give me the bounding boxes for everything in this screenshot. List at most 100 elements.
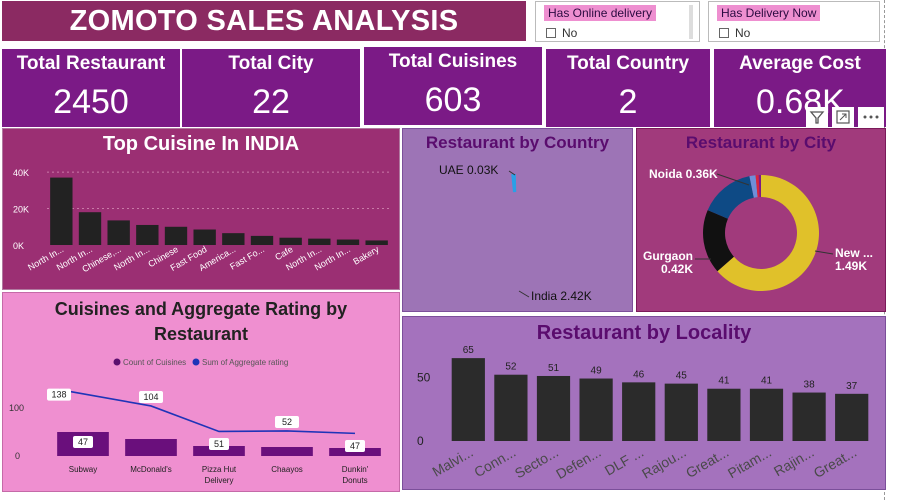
data-label: 45 [676, 371, 688, 382]
dashboard-title: ZOMOTO SALES ANALYSIS [2, 1, 526, 41]
kpi-value: 603 [424, 81, 482, 119]
slice-label: UAE 0.03K [439, 163, 498, 177]
slice-label: Gurgaon [643, 249, 693, 263]
data-label-bg [47, 388, 71, 401]
data-label: 41 [718, 376, 730, 387]
kpi-value: 0.68K [756, 83, 845, 121]
rating-combo-chart: Count of Cuisines Sum of Aggregate rating… [9, 358, 381, 485]
bar [792, 392, 826, 441]
slicer-option-label: No [735, 26, 751, 40]
donut-slice [758, 175, 761, 198]
x-tick-label: Pizza Hut [202, 465, 237, 474]
kpi-label: Total City [228, 53, 314, 74]
kpi-total-city: Total City 22 [182, 49, 360, 127]
country-panel: Restaurant by Country UAE 0.03K India 2.4… [402, 128, 633, 312]
bar [365, 240, 388, 245]
bar [494, 374, 528, 441]
slice-label: New ... [835, 246, 873, 260]
scrollbar[interactable] [689, 5, 693, 39]
data-label: 49 [591, 366, 603, 377]
bar [261, 447, 313, 456]
kpi-label: Total Country [566, 53, 690, 74]
bar [279, 237, 302, 245]
filter-icon[interactable] [806, 107, 828, 127]
bar [107, 220, 130, 245]
slice-label: Noida 0.36K [649, 167, 718, 181]
donut-slice [511, 174, 517, 193]
bar [193, 446, 245, 456]
slice-label: India 2.42K [531, 289, 592, 303]
data-label: 47 [350, 441, 360, 451]
bar [125, 439, 177, 456]
donut-slice [717, 175, 819, 291]
x-tick-label: Delivery [205, 476, 234, 485]
x-tick-label: McDonald's [130, 465, 172, 474]
x-tick-label: Secto... [512, 444, 561, 482]
locality-panel: Restaurant by Locality 0 50 65 Malvi... 52 Co… [402, 316, 886, 490]
bar [78, 212, 102, 245]
kpi-average-cost: Average Cost 0.68K [714, 49, 886, 127]
checkbox[interactable] [719, 28, 729, 38]
x-tick-label: Defen... [553, 444, 603, 482]
bar [707, 388, 741, 441]
slicer-title: Has Delivery Now [717, 5, 821, 21]
data-label: 104 [143, 392, 158, 402]
leader-line [508, 170, 516, 176]
leader-line [518, 290, 530, 298]
slicer-online-delivery[interactable]: Has Online delivery No [535, 1, 700, 42]
bar [50, 177, 73, 245]
slicer-title: Has Online delivery [544, 5, 657, 21]
bar [222, 233, 245, 245]
slicer-option[interactable]: No [546, 26, 577, 40]
slice-label: 1.49K [835, 259, 867, 273]
data-label: 51 [214, 439, 224, 449]
visual-header [806, 106, 886, 128]
x-tick-label: Subway [69, 465, 97, 474]
bar [664, 383, 698, 441]
chart-title: Restaurant by City [685, 133, 837, 152]
slicer-option-label: No [562, 26, 578, 40]
y-tick-label: 0K [13, 241, 24, 251]
data-label: 52 [505, 362, 517, 373]
x-tick-label: DLF ... [602, 444, 646, 479]
data-label: 41 [761, 376, 773, 387]
top-cuisine-panel: Top Cuisine In INDIA 0K 20K 40K North In...… [2, 128, 400, 290]
y-tick-label: 0 [417, 434, 424, 448]
donut-slice [707, 176, 754, 219]
checkbox[interactable] [546, 28, 556, 38]
bar [622, 382, 656, 441]
bar [308, 238, 331, 245]
more-options-icon[interactable] [858, 107, 884, 127]
data-label: 46 [633, 369, 645, 380]
bar [250, 235, 274, 245]
x-tick-label: Bakery [351, 244, 381, 267]
data-label-bg [139, 390, 163, 403]
bar [835, 393, 869, 441]
kpi-total-country: Total Country 2 [546, 49, 710, 127]
slicer-option[interactable]: No [719, 26, 750, 40]
chart-title: Restaurant by Locality [536, 322, 752, 344]
y-tick-label: 0 [15, 451, 20, 461]
bar [579, 378, 613, 441]
data-label-bg [275, 415, 299, 428]
legend-label: Sum of Aggregate rating [202, 358, 288, 367]
data-label: 52 [282, 417, 292, 427]
legend-marker [113, 358, 121, 366]
data-label: 37 [846, 381, 858, 392]
focus-mode-icon[interactable] [832, 107, 854, 127]
slicer-delivery-now[interactable]: Has Delivery Now No [708, 1, 880, 42]
data-label: 51 [548, 363, 560, 374]
leader-line [814, 250, 834, 255]
bar [749, 388, 784, 441]
country-donut-chart: UAE 0.03K India 2.42K [439, 163, 592, 303]
donut-slice [749, 175, 758, 198]
rating-panel: Cuisines and Aggregate Rating by Restaur… [2, 292, 400, 492]
bar [451, 358, 485, 441]
data-label: 138 [51, 390, 66, 400]
kpi-label: Total Cuisines [388, 51, 518, 72]
kpi-label: Total Restaurant [16, 53, 166, 74]
kpi-total-cuisines: Total Cuisines 603 [364, 47, 542, 125]
chart-title: Top Cuisine In INDIA [102, 133, 300, 155]
bar [164, 226, 188, 245]
